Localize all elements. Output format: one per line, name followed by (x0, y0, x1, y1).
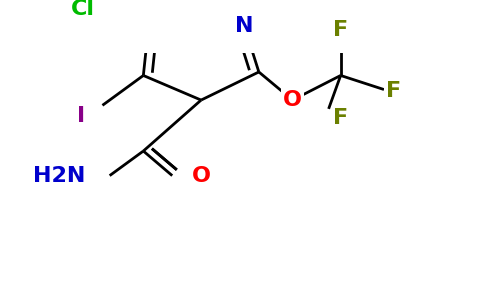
Text: F: F (333, 108, 348, 127)
Text: Cl: Cl (71, 0, 95, 19)
Text: N: N (235, 16, 254, 36)
Text: I: I (77, 106, 86, 126)
Text: F: F (386, 81, 401, 101)
Text: F: F (333, 20, 348, 40)
Text: H2N: H2N (33, 166, 86, 186)
Text: O: O (283, 90, 302, 110)
Text: O: O (192, 166, 211, 186)
